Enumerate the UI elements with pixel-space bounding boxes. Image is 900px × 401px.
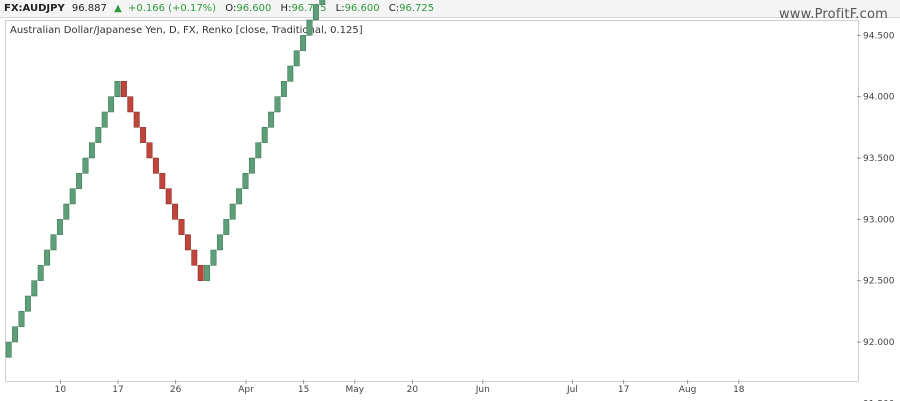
y-tick-label: 92.000 — [863, 338, 895, 348]
up-brick — [82, 157, 89, 174]
down-brick — [133, 111, 140, 128]
x-tick-label: 20 — [407, 385, 419, 395]
y-tick-label: 94.000 — [863, 93, 895, 103]
x-tick-label: 17 — [112, 385, 123, 395]
down-brick — [165, 188, 172, 205]
up-brick — [56, 219, 63, 235]
x-tick-label: 18 — [733, 385, 745, 395]
down-brick — [178, 219, 185, 235]
up-brick — [293, 50, 300, 67]
chart-title: Australian Dollar/Japanese Yen, D, FX, R… — [10, 25, 363, 36]
up-brick — [223, 219, 230, 235]
x-tick-label: 10 — [55, 385, 67, 395]
close-label: C: — [388, 3, 400, 14]
up-brick — [24, 295, 31, 312]
down-brick — [184, 234, 191, 251]
down-brick — [152, 157, 159, 174]
low-label: L: — [335, 3, 345, 14]
open-label: O: — [225, 3, 237, 14]
symbol-label[interactable]: FX:AUDJPY — [4, 3, 65, 14]
up-brick — [108, 96, 115, 113]
up-brick — [255, 142, 262, 159]
y-tick-label: 93.500 — [863, 154, 895, 164]
y-tick-label: 91.500 — [863, 399, 895, 401]
open-value: 96.600 — [236, 3, 272, 14]
up-brick — [50, 234, 57, 251]
up-brick — [95, 127, 102, 143]
up-brick — [76, 173, 83, 189]
x-tick-label: Aug — [679, 385, 697, 395]
y-tick-label: 94.500 — [863, 31, 895, 41]
up-brick — [37, 265, 44, 281]
down-brick — [197, 265, 204, 281]
down-brick — [159, 173, 166, 189]
up-brick — [69, 188, 76, 205]
x-tick-label: 15 — [298, 385, 309, 395]
chart-frame[interactable] — [5, 20, 859, 382]
up-brick — [274, 96, 281, 113]
x-tick-label: Apr — [238, 385, 254, 395]
down-brick — [191, 249, 198, 266]
up-brick — [242, 173, 249, 189]
up-brick — [312, 4, 319, 21]
up-brick — [204, 265, 211, 281]
x-tick-label: May — [345, 385, 364, 395]
up-brick — [101, 111, 108, 128]
up-brick — [5, 341, 12, 358]
up-brick — [44, 249, 51, 266]
y-tick-label: 92.500 — [863, 277, 895, 287]
x-tick-label: 26 — [170, 385, 182, 395]
up-brick — [88, 142, 95, 159]
x-tick-label: Jun — [475, 385, 490, 395]
up-brick — [306, 19, 313, 36]
brick-layer — [5, 0, 326, 358]
down-brick — [127, 96, 134, 113]
up-brick — [114, 81, 121, 97]
high-label: H: — [280, 3, 292, 14]
last-price: 96.887 — [71, 3, 107, 14]
up-brick — [248, 157, 255, 174]
up-brick — [63, 203, 70, 220]
up-brick — [31, 280, 38, 297]
up-arrow-icon: ▲ — [114, 3, 122, 14]
down-brick — [140, 127, 147, 143]
x-tick-label: 17 — [618, 385, 629, 395]
up-brick — [319, 0, 326, 5]
close-value: 96.725 — [399, 3, 435, 14]
y-tick-label: 93.000 — [863, 215, 895, 225]
up-brick — [12, 326, 19, 343]
up-brick — [268, 111, 275, 128]
up-brick — [229, 203, 236, 220]
watermark-logo: www.ProfitF.com — [778, 7, 888, 22]
up-brick — [287, 65, 294, 82]
down-brick — [146, 142, 153, 159]
price-change: +0.166 (+0.17%) — [127, 3, 217, 14]
x-tick-label: Jul — [566, 385, 578, 395]
up-brick — [236, 188, 243, 205]
symbol-header-bar: FX:AUDJPY 96.887 ▲ +0.166 (+0.17%) O:96.… — [0, 0, 900, 18]
high-value: 96.725 — [291, 3, 327, 14]
up-brick — [280, 81, 287, 97]
down-brick — [172, 203, 179, 220]
down-brick — [120, 81, 127, 97]
up-brick — [18, 311, 25, 327]
low-value: 96.600 — [344, 3, 380, 14]
up-brick — [216, 234, 223, 251]
up-brick — [300, 35, 307, 51]
up-brick — [261, 127, 268, 143]
up-brick — [210, 249, 217, 266]
